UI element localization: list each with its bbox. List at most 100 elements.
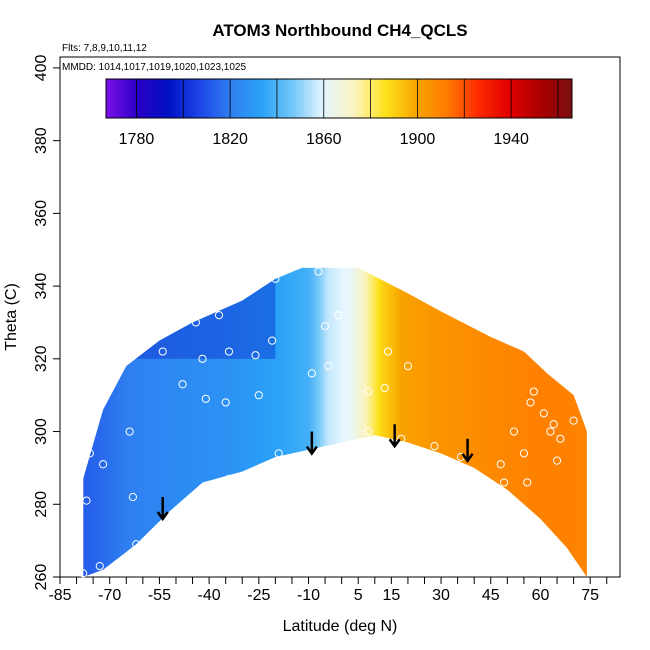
field-column: [333, 267, 336, 577]
plot-frame: [59, 56, 621, 578]
colorbar-swatch: [408, 79, 414, 118]
colorbar-swatch: [362, 79, 367, 118]
sample-marker: [529, 387, 538, 396]
sample-marker: [274, 449, 283, 458]
sample-marker: [526, 398, 535, 407]
sample-marker: [224, 347, 234, 356]
field-column: [189, 267, 192, 577]
colorbar-swatch: [288, 79, 293, 118]
field-column: [520, 267, 523, 577]
field-column: [532, 267, 535, 577]
colorbar-swatch: [249, 79, 255, 118]
colorbar-swatch: [335, 79, 340, 118]
field-column: [417, 267, 421, 577]
field-column: [265, 267, 268, 577]
field-column: [258, 267, 262, 577]
field-column: [237, 267, 240, 577]
colorbar-swatch: [509, 79, 515, 118]
field-column: [116, 267, 119, 577]
field-column: [460, 267, 464, 577]
field-column: [202, 267, 205, 577]
colorbar-swatch: [269, 79, 274, 118]
field-column: [109, 267, 112, 577]
sample-marker: [254, 391, 263, 400]
arrow-head: [388, 438, 401, 449]
field-column: [200, 267, 204, 577]
field-column: [225, 267, 228, 577]
sample-marker: [499, 478, 509, 487]
field-column: [378, 267, 381, 577]
field-column: [290, 267, 293, 577]
colorbar-swatch: [478, 79, 484, 118]
field-column: [303, 267, 306, 577]
colorbar-swatch: [354, 79, 359, 118]
field-column: [212, 267, 215, 577]
field-column: [530, 267, 533, 577]
field-column: [383, 267, 386, 577]
field-column: [252, 267, 255, 577]
field-column: [204, 267, 207, 577]
field-column: [344, 267, 348, 577]
field-column: [368, 267, 371, 577]
colorbar-swatch: [226, 79, 231, 118]
sample-marker: [85, 449, 94, 458]
colorbar-swatch: [552, 79, 557, 118]
colorbar-swatch: [544, 79, 550, 118]
sample-marker: [569, 416, 578, 425]
field-column: [356, 267, 359, 577]
colorbar-swatch: [206, 79, 212, 118]
field-column: [288, 267, 291, 577]
field-column: [505, 267, 508, 577]
field-column: [154, 267, 157, 577]
field-column: [353, 267, 356, 577]
sample-marker: [271, 274, 280, 283]
field-column: [151, 267, 154, 577]
field-column: [341, 267, 344, 577]
field-column: [469, 267, 472, 577]
field-column: [141, 267, 144, 577]
colorbar-tick-label: 1900: [400, 131, 436, 148]
colorbar-swatch: [459, 79, 464, 118]
colorbar-swatch: [144, 79, 150, 118]
field-column: [494, 267, 497, 577]
field-column: [250, 267, 253, 577]
colorbar-tick-label: 1860: [306, 131, 342, 148]
sample-marker: [509, 427, 519, 436]
field-column: [434, 267, 437, 577]
field-column: [247, 267, 250, 577]
colorbar-swatch: [113, 79, 119, 118]
field-column: [548, 267, 552, 577]
field-column: [366, 267, 369, 577]
colorbar-swatch: [548, 79, 554, 118]
y-axis-label: Theta (C): [3, 283, 20, 351]
field-column: [184, 267, 187, 577]
colorbar-swatch: [498, 79, 503, 118]
field-column: [359, 267, 363, 577]
sample-marker: [364, 387, 373, 396]
colorbar-swatch: [284, 79, 290, 118]
field-column: [523, 267, 527, 577]
field-column: [121, 267, 124, 577]
field-column: [233, 267, 237, 577]
field-column: [300, 267, 303, 577]
field-column: [409, 267, 412, 577]
field-column: [328, 267, 331, 577]
colorbar-swatch: [370, 79, 375, 118]
field-column: [142, 267, 146, 577]
colorbar-swatch: [152, 79, 157, 118]
field-column: [563, 267, 566, 577]
x-tick-label: 45: [482, 587, 500, 604]
x-tick-label: -85: [48, 587, 71, 604]
sample-marker: [380, 383, 389, 393]
colorbar-swatch: [521, 79, 526, 118]
field-column: [528, 267, 532, 577]
field-column: [426, 267, 429, 577]
sample-marker: [430, 441, 439, 451]
sample-marker: [307, 369, 316, 378]
colorbar-swatch: [257, 79, 262, 118]
colorbar-swatch: [272, 79, 278, 118]
field-column: [318, 267, 321, 577]
field-column: [525, 267, 528, 577]
field-column: [552, 267, 555, 577]
colorbar: [105, 78, 573, 119]
